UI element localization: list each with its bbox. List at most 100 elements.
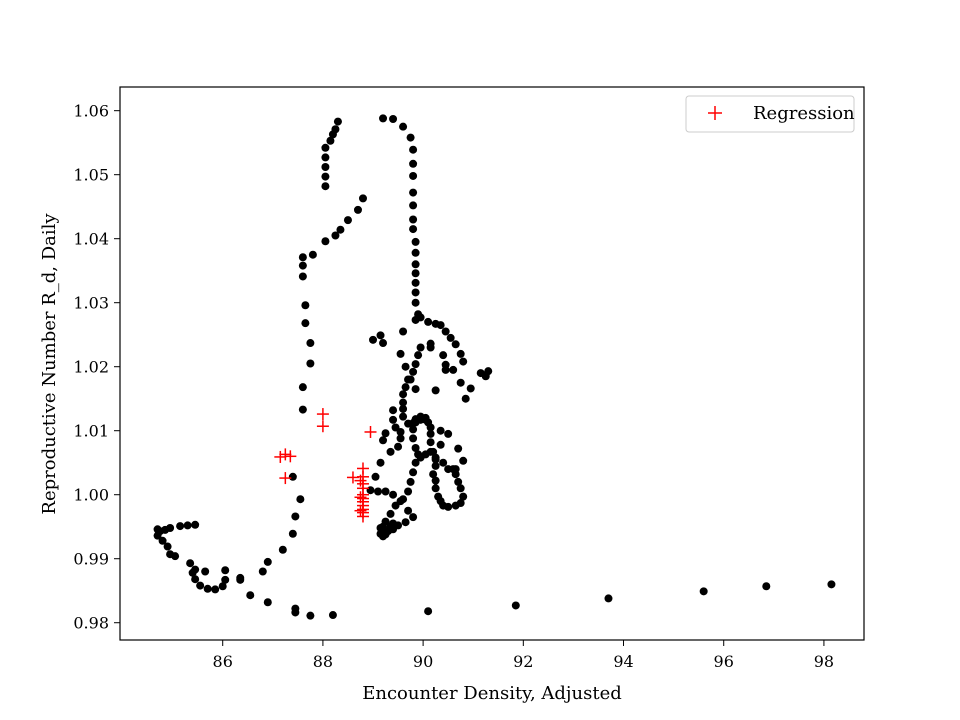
y-tick-label: 1.04: [73, 230, 109, 249]
plot-markers: [153, 114, 836, 620]
data-point: [409, 425, 418, 434]
data-point: [288, 472, 297, 481]
data-point: [376, 529, 385, 538]
data-point: [381, 487, 390, 496]
data-point: [328, 611, 337, 620]
data-point: [331, 125, 340, 134]
y-tick-label: 1.05: [73, 166, 109, 185]
data-point: [306, 359, 315, 368]
data-point: [366, 486, 375, 495]
data-point: [298, 253, 307, 262]
data-point: [481, 372, 490, 381]
regression-point: [279, 472, 292, 485]
plot-area-frame: [119, 86, 865, 641]
data-point: [379, 339, 388, 348]
data-point: [409, 215, 418, 224]
y-tick-label: 0.99: [73, 550, 109, 569]
data-point: [376, 331, 385, 340]
data-point: [424, 317, 433, 326]
regression-point: [284, 450, 297, 463]
data-point: [386, 509, 395, 518]
data-point: [326, 136, 335, 145]
data-point: [439, 351, 448, 360]
legend-marker-regression: [708, 106, 722, 120]
data-point: [439, 458, 448, 467]
data-point: [456, 499, 465, 508]
legend-label-regression: Regression: [753, 103, 855, 124]
data-point: [379, 114, 388, 123]
data-point: [176, 522, 185, 531]
data-point: [201, 567, 210, 576]
data-point: [396, 497, 405, 506]
data-point: [456, 349, 465, 358]
data-point: [409, 434, 418, 443]
data-point: [431, 453, 440, 462]
data-point: [166, 550, 175, 559]
x-tick-label: 90: [413, 652, 433, 671]
data-point: [203, 584, 212, 593]
data-point: [459, 456, 468, 465]
data-point: [321, 163, 330, 172]
data-point: [369, 335, 378, 344]
data-point: [827, 580, 836, 589]
y-tick-label: 1.03: [73, 294, 109, 313]
regression-point: [354, 474, 367, 487]
regression-point: [354, 491, 367, 504]
data-point: [301, 301, 310, 310]
data-point: [409, 145, 418, 154]
y-axis-label: Reproductive Number R_d, Daily: [39, 213, 60, 515]
data-point: [436, 440, 445, 449]
data-point: [411, 278, 420, 287]
data-point: [411, 443, 420, 452]
data-point: [296, 495, 305, 504]
data-point: [399, 390, 408, 399]
y-tick-label: 1.02: [73, 358, 109, 377]
data-point: [409, 367, 418, 376]
data-point: [336, 225, 345, 234]
data-point: [406, 477, 415, 486]
regression-point: [354, 504, 367, 517]
data-point: [411, 385, 420, 394]
data-point: [321, 153, 330, 162]
data-point: [762, 582, 771, 591]
data-point: [444, 502, 453, 511]
data-point: [431, 476, 440, 485]
y-tick-label: 1.01: [73, 422, 109, 441]
data-point: [416, 313, 425, 322]
data-point: [308, 250, 317, 259]
data-point: [409, 171, 418, 180]
data-point: [456, 484, 465, 493]
data-point: [411, 237, 420, 246]
data-point: [416, 343, 425, 352]
y-tick-label: 0.98: [73, 614, 109, 633]
data-point: [406, 375, 415, 384]
data-point: [211, 585, 220, 594]
data-point: [431, 484, 440, 493]
data-point: [389, 115, 398, 124]
data-point: [699, 587, 708, 596]
data-point: [414, 351, 423, 360]
regression-point: [346, 471, 359, 484]
data-point: [441, 327, 450, 336]
x-tick-label: 96: [714, 652, 734, 671]
data-point: [401, 518, 410, 527]
data-point: [353, 205, 362, 214]
data-point: [444, 429, 453, 438]
data-point: [404, 506, 413, 515]
data-point: [396, 349, 405, 358]
data-point: [604, 594, 613, 603]
data-point: [411, 298, 420, 307]
data-point: [321, 182, 330, 191]
data-point: [426, 438, 435, 447]
regression-point: [364, 425, 377, 438]
data-point: [431, 461, 440, 470]
data-point: [343, 216, 352, 225]
y-tick-label: 1.00: [73, 486, 109, 505]
data-point: [381, 429, 390, 438]
data-point: [461, 394, 470, 403]
data-point: [399, 404, 408, 413]
data-point: [301, 319, 310, 328]
data-point: [263, 557, 272, 566]
data-point: [183, 521, 192, 530]
